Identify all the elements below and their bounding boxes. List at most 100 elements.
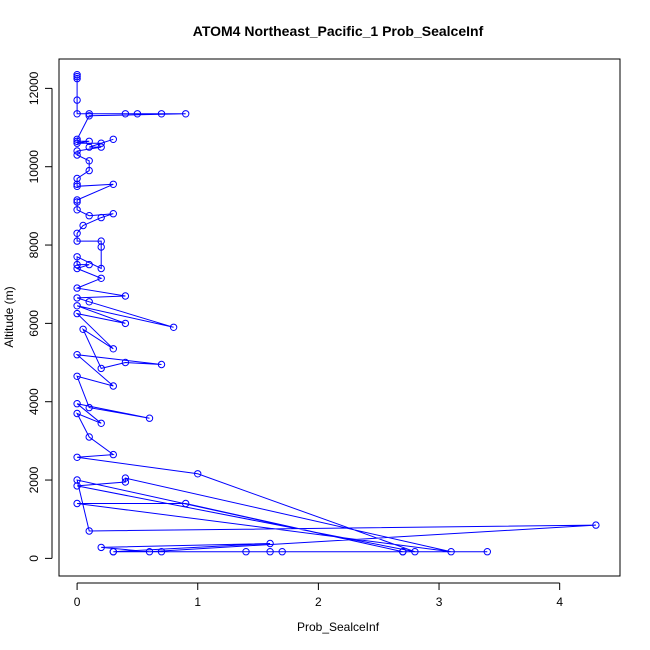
x-axis-label: Prob_SealceInf [297, 620, 380, 634]
data-point [121, 358, 130, 367]
y-tick-label: 4000 [27, 388, 41, 415]
data-point [399, 548, 407, 556]
data-point [145, 548, 154, 556]
data-point [73, 110, 81, 118]
data-point [85, 527, 93, 535]
y-axis: 0 2000 4000 6000 8000 10000 12000 [27, 71, 53, 562]
data-point [85, 112, 93, 120]
data-point [109, 180, 118, 189]
data-point [79, 325, 87, 333]
data-point [121, 478, 130, 486]
data-point [97, 213, 105, 222]
data-point [73, 284, 81, 292]
y-tick-label: 6000 [27, 310, 41, 337]
data-point [592, 521, 600, 529]
data-point [97, 543, 105, 552]
data-point [73, 96, 81, 104]
data-point [109, 345, 118, 353]
data-point [97, 419, 105, 427]
data-point [121, 319, 130, 328]
data-point [266, 539, 274, 548]
data-point [85, 157, 93, 165]
data-point [109, 548, 118, 556]
y-tick-label: 10000 [27, 150, 41, 184]
data-point [79, 221, 87, 230]
data-point [85, 298, 93, 306]
data-point [73, 180, 81, 189]
data-point [242, 548, 250, 556]
data-point [97, 274, 105, 282]
data-point [133, 110, 142, 118]
data-point [73, 74, 81, 83]
data-point [447, 548, 455, 556]
data-point [157, 360, 166, 369]
data-point [109, 450, 118, 459]
data-point [194, 470, 202, 478]
data-point [73, 372, 81, 380]
data-point [157, 110, 166, 118]
x-axis: 0 1 2 3 4 [74, 582, 563, 609]
data-point [85, 403, 93, 412]
data-point [73, 482, 81, 490]
data-point [97, 264, 105, 273]
data-point [73, 351, 81, 359]
data-point [97, 143, 105, 151]
chart-title: ATOM4 Northeast_Pacific_1 Prob_SealceInf [193, 23, 484, 39]
data-point [85, 433, 93, 441]
data-point [109, 382, 118, 390]
data-point [73, 264, 81, 273]
data-point [73, 196, 81, 204]
data-point [73, 237, 81, 245]
y-tick-label: 8000 [27, 231, 41, 258]
data-point [73, 400, 81, 408]
data-point [157, 548, 166, 556]
data-point [73, 229, 81, 238]
data-point [278, 548, 286, 556]
data-point [73, 499, 81, 508]
data-point [85, 110, 93, 118]
data-point [266, 548, 274, 556]
plot-frame [58, 58, 621, 577]
data-point [411, 548, 419, 556]
data-point [109, 210, 118, 218]
data-point [73, 260, 81, 269]
data-point [73, 139, 81, 147]
data-point [97, 243, 105, 251]
data-point [121, 110, 130, 118]
data-point [97, 237, 105, 245]
data-point [85, 143, 93, 151]
x-tick-label: 4 [556, 595, 563, 609]
data-point [85, 137, 93, 146]
data-point [73, 253, 81, 261]
data-point [73, 198, 81, 206]
y-tick-label: 12000 [27, 71, 41, 105]
data-point [73, 294, 81, 302]
data-point [85, 212, 93, 220]
data-point [73, 309, 81, 318]
x-tick-label: 3 [436, 595, 443, 609]
data-point [109, 135, 118, 144]
data-point [73, 71, 81, 79]
data-point [73, 151, 81, 159]
data-point [73, 182, 81, 191]
data-point [145, 414, 154, 422]
x-tick-label: 1 [194, 595, 201, 609]
data-point [73, 72, 81, 81]
x-tick-label: 2 [315, 595, 322, 609]
series-line [75, 74, 596, 553]
data-point [121, 474, 130, 482]
data-point [73, 147, 81, 155]
data-point [85, 166, 93, 175]
y-axis-label: Altitude (m) [2, 286, 16, 347]
y-tick-label: 2000 [27, 466, 41, 493]
data-point [73, 476, 81, 484]
data-point [73, 174, 81, 183]
data-point [73, 135, 81, 144]
data-point [182, 499, 190, 508]
x-tick-label: 0 [74, 595, 81, 609]
data-point [85, 260, 93, 269]
data-point [483, 548, 491, 556]
data-point [97, 364, 105, 373]
series-layer [73, 71, 600, 556]
